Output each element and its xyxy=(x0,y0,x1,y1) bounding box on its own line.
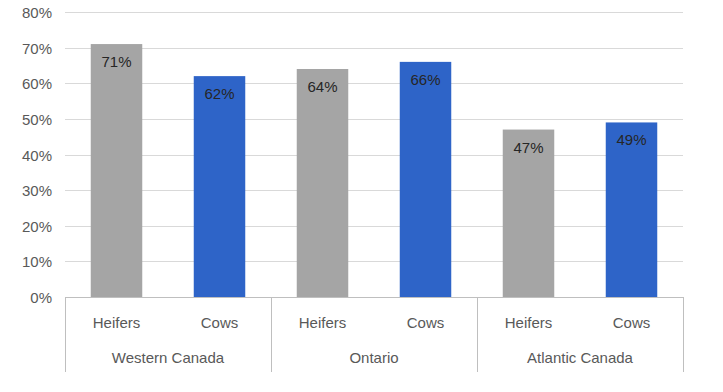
grid-line xyxy=(65,83,683,84)
bar xyxy=(194,76,246,297)
grid-line xyxy=(65,190,683,191)
grid-line xyxy=(65,48,683,49)
y-tick-label: 10% xyxy=(22,253,52,270)
series-label: Heifers xyxy=(505,314,553,331)
grid-line xyxy=(65,119,683,120)
y-tick-label: 80% xyxy=(22,4,52,21)
category-label: Atlantic Canada xyxy=(527,349,634,366)
series-label: Cows xyxy=(407,314,445,331)
data-label: 71% xyxy=(101,53,131,70)
grid-line xyxy=(65,261,683,262)
category-label: Ontario xyxy=(349,349,398,366)
y-tick-label: 40% xyxy=(22,147,52,164)
chart-container: 0% 10% 20% 30% 40% 50% 60% 70% 80% 71% 62% 64% 66% 47… xyxy=(0,0,723,392)
data-label: 47% xyxy=(513,139,543,156)
series-label: Cows xyxy=(613,314,651,331)
data-label: 64% xyxy=(307,78,337,95)
grid-line xyxy=(65,226,683,227)
grid-line xyxy=(65,297,683,298)
y-tick-label: 0% xyxy=(30,289,52,306)
bar xyxy=(606,122,658,297)
series-label: Heifers xyxy=(299,314,347,331)
y-tick-label: 30% xyxy=(22,182,52,199)
data-label: 49% xyxy=(616,131,646,148)
bar xyxy=(297,69,349,297)
grid-line xyxy=(65,12,683,13)
y-tick-label: 20% xyxy=(22,218,52,235)
group-separator xyxy=(477,297,478,372)
series-label: Heifers xyxy=(93,314,141,331)
category-label: Western Canada xyxy=(112,349,225,366)
group-separator xyxy=(65,297,66,372)
y-tick-label: 70% xyxy=(22,40,52,57)
data-label: 66% xyxy=(410,71,440,88)
x-axis: Heifers Cows Western Canada Heifers Cows Onta… xyxy=(66,297,684,372)
group-separator xyxy=(271,297,272,372)
bar xyxy=(503,130,555,297)
data-label: 62% xyxy=(204,85,234,102)
grid-line xyxy=(65,155,683,156)
bars xyxy=(91,44,658,297)
chart-svg: 0% 10% 20% 30% 40% 50% 60% 70% 80% 71% 62% 64% 66% 47… xyxy=(0,0,723,392)
series-label: Cows xyxy=(201,314,239,331)
group-separator xyxy=(683,297,684,372)
y-tick-label: 50% xyxy=(22,111,52,128)
data-labels: 71% 62% 64% 66% 47% 49% xyxy=(101,53,646,156)
bar xyxy=(400,62,452,297)
y-tick-label: 60% xyxy=(22,75,52,92)
grid xyxy=(65,13,683,298)
bar xyxy=(91,44,143,297)
